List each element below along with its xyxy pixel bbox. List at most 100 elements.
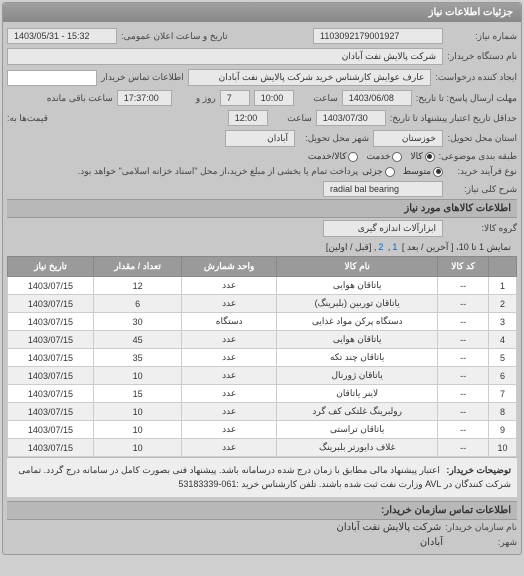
table-cell: 10 [93, 421, 181, 439]
table-row[interactable]: 6--یاتاقان ژورنالعدد101403/07/15 [8, 367, 517, 385]
table-row[interactable]: 7--لاینر یاتاقانعدد151403/07/15 [8, 385, 517, 403]
table-row[interactable]: 9--یاتاقان تراستیعدد101403/07/15 [8, 421, 517, 439]
group-value: ابزارآلات اندازه گیری [323, 220, 443, 237]
table-cell: 2 [488, 295, 516, 313]
table-cell: 45 [93, 331, 181, 349]
table-cell: 8 [488, 403, 516, 421]
table-cell: 1403/07/15 [8, 277, 94, 295]
process-option-1[interactable]: جزئی [362, 166, 395, 177]
goods-section-title: اطلاعات کالاهای مورد نیاز [7, 199, 517, 218]
radio-dot-icon [348, 152, 358, 162]
category-option-1[interactable]: خدمت [366, 151, 402, 162]
panel-title: جزئیات اطلاعات نیاز [3, 3, 521, 22]
creator-value: عارف عوایش کارشناس خرید شرکت پالایش نفت … [188, 69, 432, 86]
table-row[interactable]: 10--غلاف دایورتر بلبرینگعدد101403/07/15 [8, 439, 517, 457]
table-cell: غلاف دایورتر بلبرینگ [277, 439, 438, 457]
table-cell: -- [438, 403, 489, 421]
radio-dot-icon [392, 152, 402, 162]
table-cell: 1403/07/15 [8, 349, 94, 367]
time-remaining: 17:37:00 [117, 90, 172, 106]
pager-link[interactable]: 2 [378, 242, 383, 252]
keyword-value: radial bal bearing [323, 181, 443, 197]
table-cell: 30 [93, 313, 181, 331]
time-label-1: ساعت [298, 93, 338, 104]
table-cell: یاتاقان هوایی [277, 277, 438, 295]
table-cell: 1 [488, 277, 516, 295]
valid-date: 1403/07/30 [316, 110, 386, 126]
org-label: نام سازمان خریدار: [445, 522, 517, 533]
table-row[interactable]: 3--دستگاه پرکن مواد غذاییدستگاه301403/07… [8, 313, 517, 331]
table-cell: عدد [182, 277, 277, 295]
number-label: شماره نیاز: [447, 31, 517, 42]
time-label-2: ساعت [272, 113, 312, 124]
contact-label: اطلاعات تماس خریدار [101, 72, 184, 83]
table-cell: -- [438, 367, 489, 385]
table-cell: -- [438, 277, 489, 295]
table-cell: -- [438, 295, 489, 313]
table-row[interactable]: 2--یاتاقان توربین (بلبرینگ)عدد61403/07/1… [8, 295, 517, 313]
table-cell: عدد [182, 349, 277, 367]
table-cell: 1403/07/15 [8, 367, 94, 385]
table-wrapper: کد کالانام کالاواحد شمارشتعداد / مقدارتا… [7, 256, 517, 457]
table-cell: 35 [93, 349, 181, 367]
row-org: نام سازمان خریدار: شرکت پالایش نفت آبادا… [7, 520, 517, 535]
table-cell: رولبرینگ غلتکی کف گرد [277, 403, 438, 421]
table-cell: -- [438, 331, 489, 349]
table-header: کد کالا [438, 257, 489, 277]
table-row[interactable]: 1--یاتاقان هواییعدد121403/07/15 [8, 277, 517, 295]
table-cell: لاینر یاتاقان [277, 385, 438, 403]
table-header: نام کالا [277, 257, 438, 277]
table-cell: 1403/07/15 [8, 403, 94, 421]
category-option-0[interactable]: کالا [410, 151, 434, 162]
table-cell: -- [438, 313, 489, 331]
table-cell: عدد [182, 385, 277, 403]
table-row[interactable]: 8--رولبرینگ غلتکی کف گردعدد101403/07/15 [8, 403, 517, 421]
pager-link[interactable]: 1 [392, 242, 397, 252]
time-suffix: ساعت باقی مانده [47, 93, 113, 104]
contact-input[interactable] [7, 70, 97, 86]
table-row[interactable]: 5--یاتاقان چند تکهعدد351403/07/15 [8, 349, 517, 367]
table-cell: -- [438, 439, 489, 457]
table-header: واحد شمارش [182, 257, 277, 277]
table-cell: عدد [182, 295, 277, 313]
row-deadline: مهلت ارسال پاسخ: تا تاریخ: 1403/06/08 سا… [7, 88, 517, 108]
goods-table: کد کالانام کالاواحد شمارشتعداد / مقدارتا… [7, 256, 517, 457]
table-cell: 10 [93, 439, 181, 457]
table-cell: -- [438, 349, 489, 367]
note-text: اعتبار پیشنهاد مالی مطابق با زمان درج شد… [18, 465, 511, 489]
row-keyword: شرح کلی نیاز: radial bal bearing [7, 179, 517, 199]
table-cell: 10 [488, 439, 516, 457]
table-cell: عدد [182, 421, 277, 439]
table-cell: 12 [93, 277, 181, 295]
city-value: آبادان [420, 537, 443, 548]
table-header: تعداد / مقدار [93, 257, 181, 277]
radio-dot-icon [425, 152, 435, 162]
process-option-0[interactable]: متوسط [403, 166, 443, 177]
table-cell: 1403/07/15 [8, 439, 94, 457]
number-value: 1103092179001927 [313, 28, 443, 44]
table-cell: 10 [93, 367, 181, 385]
table-cell: یاتاقان توربین (بلبرینگ) [277, 295, 438, 313]
panel-body: شماره نیاز: 1103092179001927 تاریخ و ساع… [3, 22, 521, 554]
table-cell: 1403/07/15 [8, 331, 94, 349]
days-remaining: 7 [220, 90, 250, 106]
table-row[interactable]: 4--یاتاقان هواییعدد451403/07/15 [8, 331, 517, 349]
deliv-state: خوزستان [373, 130, 443, 147]
process-note: پرداخت تمام یا بخشی از مبلغ خرید،از محل … [7, 166, 358, 177]
table-cell: دستگاه پرکن مواد غذایی [277, 313, 438, 331]
deliv-state-label: استان محل تحویل: [447, 133, 517, 144]
table-cell: یاتاقان ژورنال [277, 367, 438, 385]
table-header [488, 257, 516, 277]
currency-label: قیمت‌ها به: [7, 113, 48, 124]
table-cell: 1403/07/15 [8, 421, 94, 439]
table-cell: 4 [488, 331, 516, 349]
category-option-2[interactable]: کالا/خدمت [308, 151, 359, 162]
valid-label: حداقل تاریخ اعتبار پیشنهاد تا تاریخ: [390, 113, 517, 124]
deadline-time: 10:00 [254, 90, 294, 106]
city-label: شهر: [447, 537, 517, 548]
table-cell: عدد [182, 439, 277, 457]
pager-text: نمایش 1 تا 10، [ آخرین / بعد ] [402, 242, 511, 252]
table-cell: عدد [182, 367, 277, 385]
pager: نمایش 1 تا 10، [ آخرین / بعد ] 1, 2, [قب… [7, 239, 517, 256]
buyer-label: نام دستگاه خریدار: [447, 51, 517, 62]
